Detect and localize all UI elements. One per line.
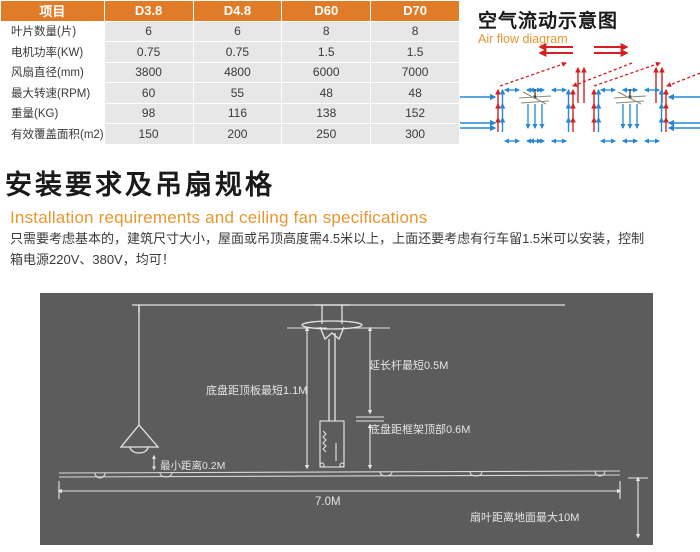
svg-text:底盘距框架顶部0.6M: 底盘距框架顶部0.6M: [369, 422, 470, 436]
svg-text:扇叶距离地面最大10M: 扇叶距离地面最大10M: [470, 510, 579, 524]
svg-text:7.0M: 7.0M: [315, 496, 341, 508]
svg-text:底盘距顶板最短1.1M: 底盘距顶板最短1.1M: [206, 383, 307, 397]
svg-text:最小距离0.2M: 最小距离0.2M: [160, 459, 225, 472]
svg-text:延长杆最短0.5M: 延长杆最短0.5M: [369, 358, 448, 372]
